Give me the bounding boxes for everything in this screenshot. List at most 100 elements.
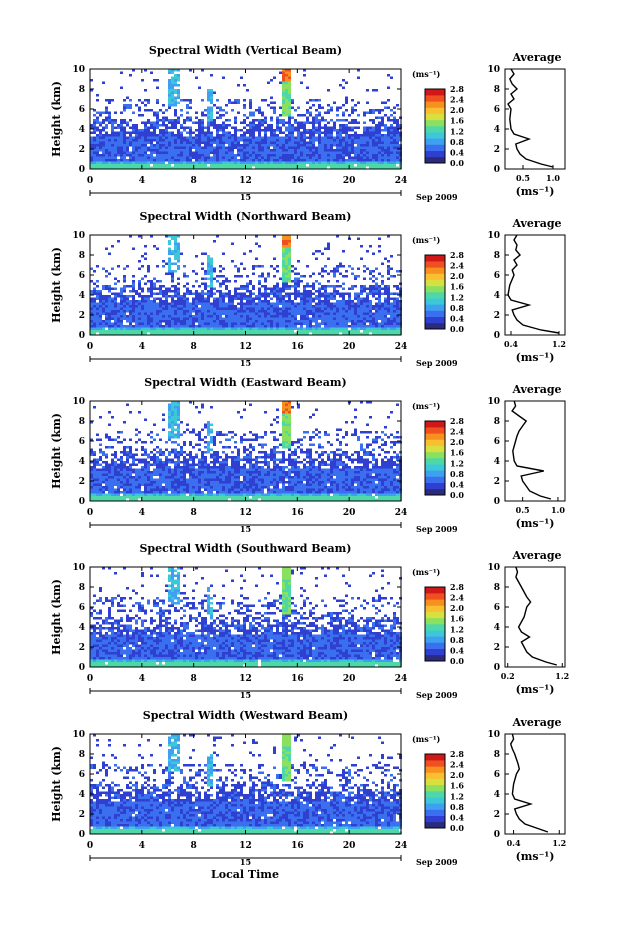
heatmap-cell — [111, 473, 114, 476]
heatmap-cell — [171, 146, 174, 149]
heatmap-cell — [204, 322, 207, 325]
heatmap-cell — [237, 267, 240, 270]
heatmap-cell — [369, 245, 372, 248]
heatmap-cell — [228, 146, 231, 149]
heatmap-cell — [252, 151, 255, 154]
heatmap-cell — [192, 302, 195, 305]
heatmap-cell — [357, 305, 360, 308]
heatmap-cell — [159, 136, 162, 139]
heatmap-cell — [285, 84, 288, 87]
heatmap-cell — [291, 166, 294, 169]
heatmap-cell — [390, 144, 393, 147]
heatmap-cell — [396, 139, 399, 142]
heatmap-cell — [96, 302, 99, 305]
heatmap-cell — [252, 305, 255, 308]
heatmap-cell — [264, 131, 267, 134]
heatmap-cell — [234, 325, 237, 328]
heatmap-cell — [360, 332, 363, 335]
heatmap-cell — [105, 310, 108, 313]
heatmap-cell — [201, 166, 204, 169]
heatmap-cell — [276, 292, 279, 295]
heatmap-cell — [390, 275, 393, 278]
heatmap-cell — [303, 164, 306, 167]
heatmap-cell — [150, 235, 153, 238]
heatmap-cell — [357, 121, 360, 124]
heatmap-cell — [372, 161, 375, 164]
heatmap-cell — [267, 159, 270, 162]
heatmap-cell — [339, 302, 342, 305]
heatmap-cell — [240, 285, 243, 288]
heatmap-cell — [360, 317, 363, 320]
heatmap-cell — [234, 332, 237, 335]
profile-x-tick-label: 0.4 — [504, 339, 518, 349]
heatmap-cell — [90, 327, 93, 330]
heatmap-cell — [153, 134, 156, 137]
heatmap-cell — [282, 69, 285, 72]
heatmap-cell — [111, 121, 114, 124]
heatmap-cell — [180, 302, 183, 305]
heatmap-cell — [168, 272, 171, 275]
heatmap-cell — [171, 270, 174, 273]
heatmap-cell — [336, 312, 339, 315]
heatmap-cell — [243, 136, 246, 139]
heatmap-cell — [210, 156, 213, 159]
heatmap-cell — [360, 139, 363, 142]
heatmap-cell — [210, 332, 213, 335]
heatmap-cell — [336, 300, 339, 303]
heatmap-cell — [357, 310, 360, 313]
heatmap-cell — [366, 300, 369, 303]
heatmap-cell — [297, 124, 300, 127]
heatmap-cell — [276, 310, 279, 313]
heatmap-cell — [96, 312, 99, 315]
heatmap-cell — [288, 267, 291, 270]
heatmap-cell — [147, 267, 150, 270]
heatmap-cell — [117, 144, 120, 147]
heatmap-cell — [231, 260, 234, 263]
heatmap-cell — [336, 310, 339, 313]
heatmap-cell — [378, 141, 381, 144]
heatmap-cell — [312, 327, 315, 330]
heatmap-cell — [189, 325, 192, 328]
heatmap-cell — [315, 129, 318, 132]
heatmap-cell — [309, 136, 312, 139]
heatmap-cell — [378, 237, 381, 240]
heatmap-cell — [111, 478, 114, 481]
heatmap-cell — [246, 116, 249, 119]
heatmap-cell — [198, 126, 201, 129]
heatmap-cell — [312, 144, 315, 147]
heatmap-cell — [138, 481, 141, 484]
heatmap-cell — [165, 109, 168, 112]
heatmap-cell — [132, 285, 135, 288]
heatmap-cell — [384, 106, 387, 109]
heatmap-cell — [225, 154, 228, 157]
heatmap-cell — [171, 327, 174, 330]
heatmap-cell — [192, 320, 195, 323]
heatmap-cell — [234, 330, 237, 333]
heatmap-cell — [138, 493, 141, 496]
heatmap-cell — [348, 297, 351, 300]
heatmap-cell — [102, 476, 105, 479]
heatmap-cell — [123, 468, 126, 471]
heatmap-cell — [99, 317, 102, 320]
heatmap-cell — [222, 267, 225, 270]
heatmap-cell — [210, 275, 213, 278]
heatmap-cell — [231, 154, 234, 157]
heatmap-cell — [174, 74, 177, 77]
heatmap-cell — [396, 144, 399, 147]
heatmap-cell — [126, 451, 129, 454]
heatmap-cell — [333, 327, 336, 330]
heatmap-cell — [207, 154, 210, 157]
heatmap-cell — [177, 247, 180, 250]
heatmap-cell — [108, 476, 111, 479]
heatmap-cell — [387, 166, 390, 169]
heatmap-cell — [174, 285, 177, 288]
heatmap-cell — [300, 114, 303, 117]
heatmap-cell — [90, 126, 93, 129]
heatmap-cell — [231, 242, 234, 245]
heatmap-cell — [390, 312, 393, 315]
colorbar-swatch — [425, 138, 445, 145]
heatmap-cell — [123, 121, 126, 124]
heatmap-cell — [105, 453, 108, 456]
heatmap-cell — [342, 250, 345, 253]
heatmap-cell — [357, 300, 360, 303]
